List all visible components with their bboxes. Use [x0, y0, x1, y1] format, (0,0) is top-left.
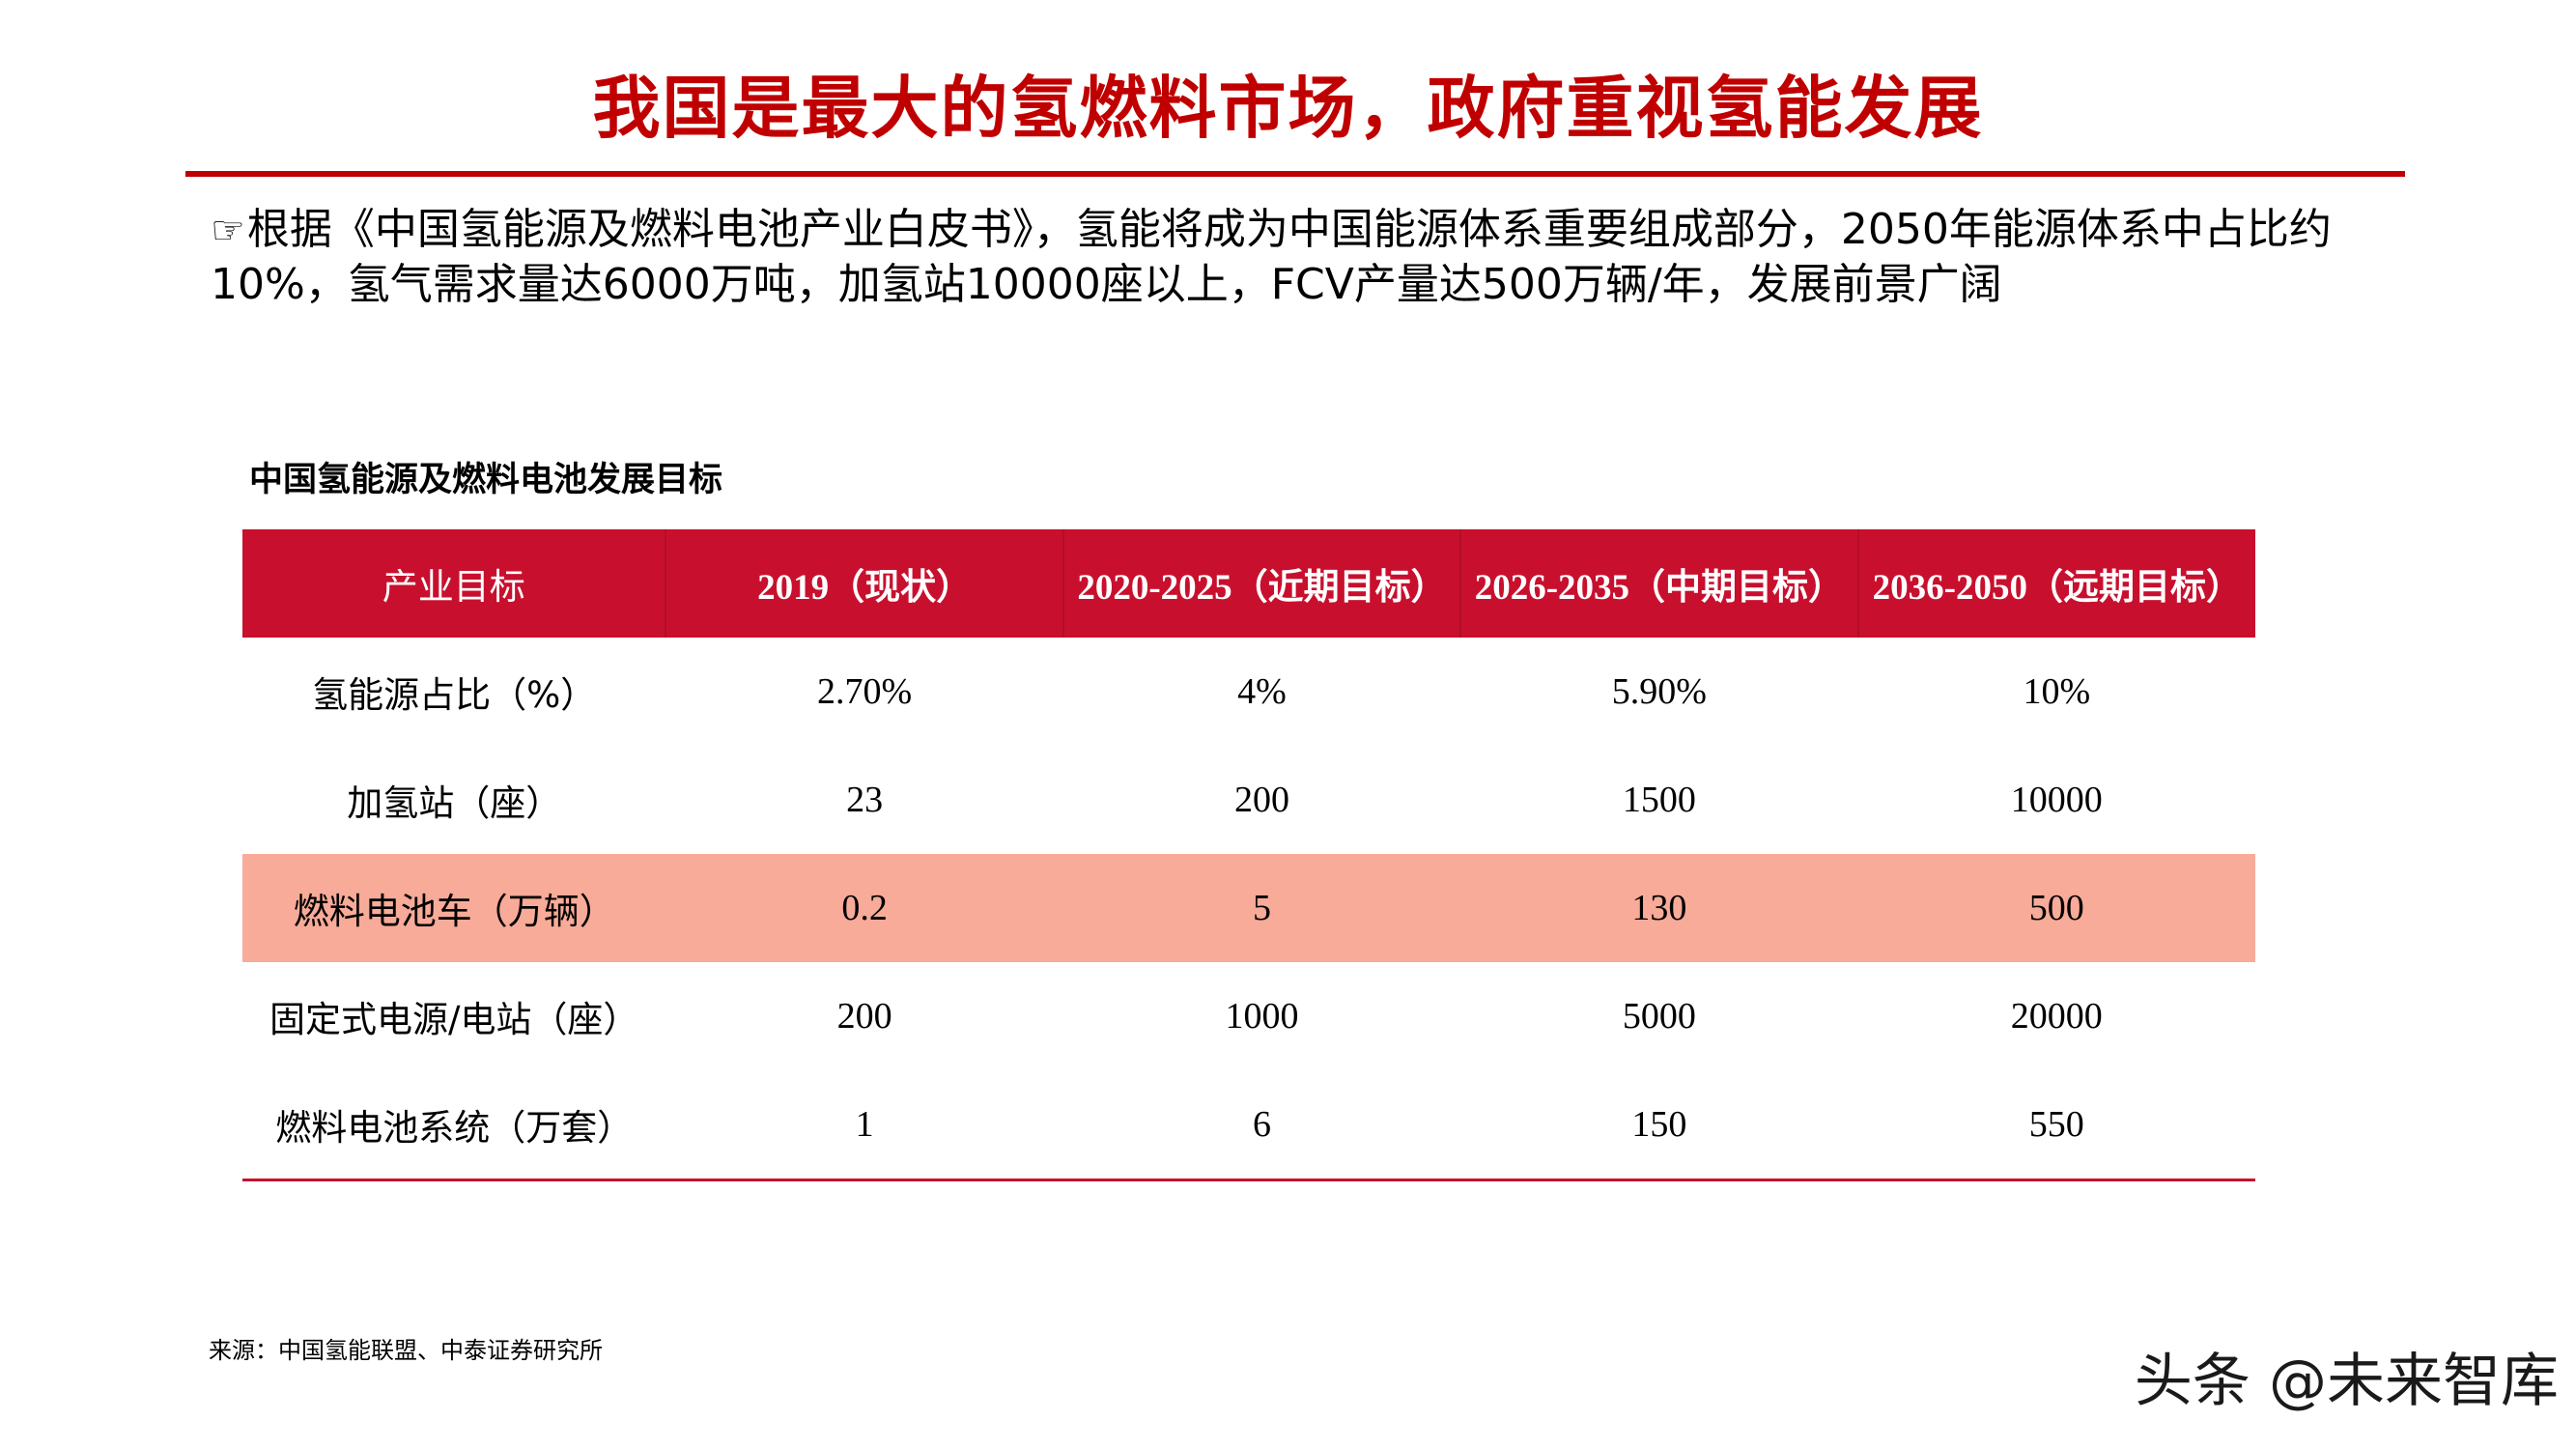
table-header-row: 产业目标 2019（现状） 2020-2025（近期目标） 2026-2035（…	[242, 529, 2255, 638]
table-cell: 5.90%	[1611, 671, 1707, 712]
table-cell: 200	[836, 996, 892, 1037]
table-cell: 130	[1460, 854, 1858, 962]
watermark: 头条 @未来智库	[2134, 1348, 2559, 1415]
row-label: 固定式电源/电站（座）	[269, 999, 639, 1040]
table-cell: 150	[1460, 1070, 1858, 1181]
table-cell: 0.2	[665, 854, 1063, 962]
table-cell: 5	[1062, 854, 1461, 962]
table-cell: 1500	[1622, 780, 1696, 820]
table-cell: 5000	[1622, 996, 1696, 1037]
header-cell-2020-2025: 2020-2025（近期目标）	[1062, 529, 1462, 638]
table-cell: 6	[1062, 1070, 1461, 1181]
table-cell: 10000	[2010, 780, 2103, 820]
table-row: 加氢站（座） 23 200 1500 10000	[242, 746, 2255, 854]
table-cell: 1	[665, 1070, 1063, 1181]
table-row: 氢能源占比（%） 2.70% 4% 5.90% 10%	[242, 638, 2255, 746]
table-cell: 4%	[1237, 671, 1287, 712]
header-cell-industry-target: 产业目标	[242, 529, 667, 638]
table-row: 固定式电源/电站（座） 200 1000 5000 20000	[242, 962, 2255, 1070]
header-cell-2019: 2019（现状）	[665, 529, 1064, 638]
row-label: 燃料电池系统（万套）	[242, 1070, 666, 1181]
row-label: 加氢站（座）	[347, 782, 562, 824]
table-cell: 200	[1233, 780, 1289, 820]
table-row: 燃料电池系统（万套） 1 6 150 550	[242, 1070, 2255, 1181]
targets-table: 产业目标 2019（现状） 2020-2025（近期目标） 2026-2035（…	[242, 529, 2255, 1181]
source-note: 来源：中国氢能联盟、中泰证券研究所	[209, 1337, 603, 1364]
table-cell: 23	[846, 780, 884, 820]
table-caption: 中国氢能源及燃料电池发展目标	[249, 461, 723, 499]
table-cell: 550	[1857, 1070, 2255, 1181]
table-row-highlighted: 燃料电池车（万辆） 0.2 5 130 500	[242, 854, 2255, 962]
intro-paragraph: ☞根据《中国氢能源及燃料电池产业白皮书》，氢能将成为中国能源体系重要组成部分，2…	[211, 203, 2393, 311]
title-divider	[185, 171, 2405, 177]
row-label: 氢能源占比（%）	[312, 674, 597, 716]
table-cell: 500	[1857, 854, 2255, 962]
table-cell: 10%	[2023, 671, 2091, 712]
pointing-hand-icon: ☞	[211, 209, 245, 253]
table-cell: 20000	[2010, 996, 2103, 1037]
intro-text: 根据《中国氢能源及燃料电池产业白皮书》，氢能将成为中国能源体系重要组成部分，20…	[211, 205, 2332, 309]
table-cell: 1000	[1225, 996, 1299, 1037]
page-title: 我国是最大的氢燃料市场，政府重视氢能发展	[592, 68, 1984, 148]
header-cell-2026-2035: 2026-2035（中期目标）	[1460, 529, 1859, 638]
row-label: 燃料电池车（万辆）	[242, 854, 666, 962]
header-cell-2036-2050: 2036-2050（远期目标）	[1857, 529, 2255, 638]
table-cell: 2.70%	[817, 671, 913, 712]
